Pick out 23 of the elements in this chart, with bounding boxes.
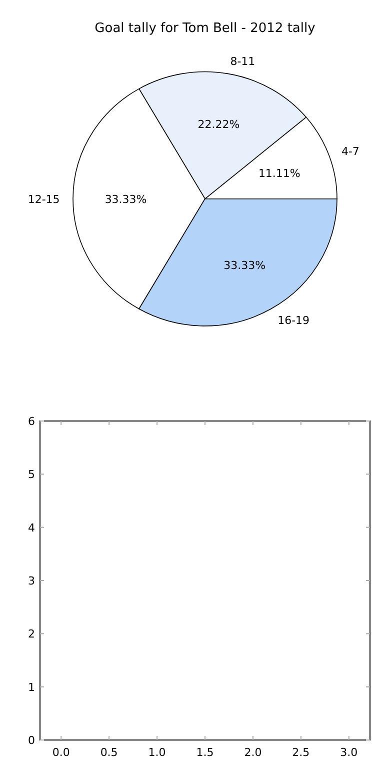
x-tick-label: 2.0	[244, 746, 262, 759]
data-label: 33.33%	[224, 258, 266, 272]
chart-title: Goal tally for Tom Bell - 2012 tally	[94, 21, 316, 36]
x-tick-label: 1.0	[148, 746, 166, 759]
slice-label: 16-19	[278, 314, 310, 327]
y-tick-label: 1	[28, 680, 35, 694]
data-label: 33.33%	[104, 192, 147, 206]
y-tick-label: 5	[28, 468, 35, 482]
slice-label: 12-15	[28, 192, 60, 206]
x-tick-label: 2.5	[292, 746, 310, 759]
x-tick-label: 3.0	[340, 746, 358, 759]
slice-label: 8-11	[230, 55, 256, 68]
x-tick-label: 0.0	[52, 746, 70, 759]
y-tick-label: 2	[28, 628, 35, 641]
data-label: 22.22%	[198, 118, 240, 131]
y-tick-label: 0	[28, 734, 35, 747]
x-tick-label: 1.5	[196, 746, 214, 759]
y-tick-label: 6	[28, 415, 35, 428]
x-tick-label: 0.5	[100, 746, 118, 759]
slice-label: 4-7	[341, 145, 360, 158]
y-tick-label: 3	[28, 574, 35, 588]
y-tick-label: 4	[28, 521, 35, 534]
data-label: 11.11%	[258, 166, 300, 180]
